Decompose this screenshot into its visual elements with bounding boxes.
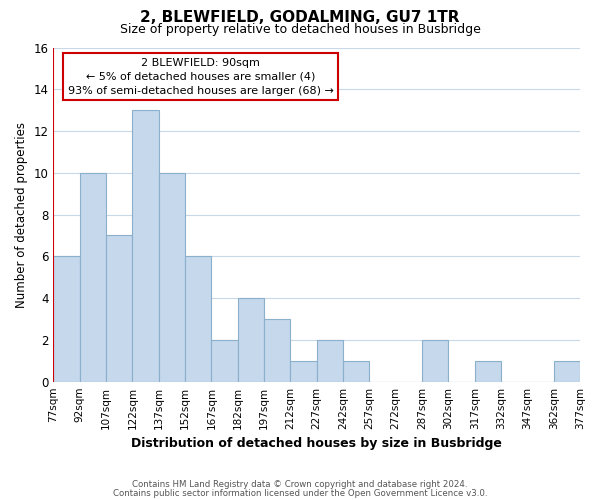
Bar xyxy=(133,110,159,382)
Bar xyxy=(343,361,370,382)
Bar xyxy=(317,340,343,382)
Bar xyxy=(238,298,264,382)
Bar xyxy=(185,256,211,382)
Text: 2, BLEWFIELD, GODALMING, GU7 1TR: 2, BLEWFIELD, GODALMING, GU7 1TR xyxy=(140,10,460,25)
Bar xyxy=(475,361,501,382)
Bar xyxy=(554,361,580,382)
Text: Contains HM Land Registry data © Crown copyright and database right 2024.: Contains HM Land Registry data © Crown c… xyxy=(132,480,468,489)
Bar xyxy=(80,173,106,382)
Text: Contains public sector information licensed under the Open Government Licence v3: Contains public sector information licen… xyxy=(113,489,487,498)
Bar xyxy=(211,340,238,382)
Bar xyxy=(159,173,185,382)
Bar xyxy=(290,361,317,382)
X-axis label: Distribution of detached houses by size in Busbridge: Distribution of detached houses by size … xyxy=(131,437,502,450)
Bar xyxy=(264,319,290,382)
Text: Size of property relative to detached houses in Busbridge: Size of property relative to detached ho… xyxy=(119,22,481,36)
Y-axis label: Number of detached properties: Number of detached properties xyxy=(15,122,28,308)
Bar xyxy=(422,340,448,382)
Bar xyxy=(106,236,133,382)
Text: 2 BLEWFIELD: 90sqm
← 5% of detached houses are smaller (4)
93% of semi-detached : 2 BLEWFIELD: 90sqm ← 5% of detached hous… xyxy=(68,58,334,96)
Bar xyxy=(53,256,80,382)
